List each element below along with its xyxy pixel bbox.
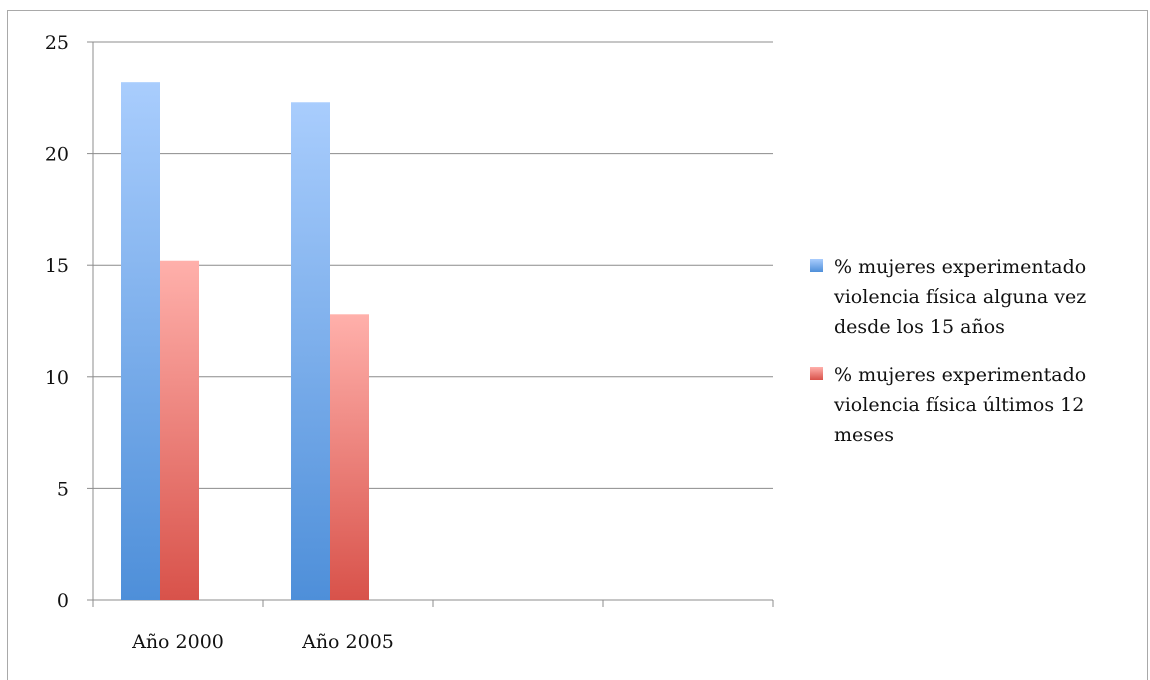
y-tick-label-3: 15 <box>45 255 69 277</box>
legend-item-series-2: % mujeres experimentado violencia física… <box>810 360 1140 450</box>
legend-swatch-series-1 <box>810 259 823 272</box>
legend-label-series-1: % mujeres experimentado violencia física… <box>834 256 1087 338</box>
y-tick-label-2: 10 <box>45 367 69 389</box>
bar-series-2-cat-1 <box>160 260 199 600</box>
y-tick-label-1: 5 <box>57 478 69 500</box>
legend-swatch-series-2 <box>810 367 823 380</box>
legend-label-series-2: % mujeres experimentado violencia física… <box>834 364 1087 446</box>
bar-series-1-cat-1 <box>121 82 160 600</box>
legend-item-series-1: % mujeres experimentado violencia física… <box>810 252 1140 342</box>
bar-series-1-cat-2 <box>291 102 330 600</box>
chart-frame <box>7 10 1148 680</box>
x-tick-label-1: Año 2005 <box>301 631 394 653</box>
legend: % mujeres experimentado violencia física… <box>810 252 1140 468</box>
y-axis: 0 5 10 15 20 25 <box>45 32 94 612</box>
bars <box>121 82 369 600</box>
gridlines <box>93 41 773 601</box>
y-tick-label-4: 20 <box>45 144 69 166</box>
y-tick-label-0: 0 <box>57 590 69 612</box>
bar-series-2-cat-2 <box>330 314 369 600</box>
x-tick-label-0: Año 2000 <box>131 631 224 653</box>
y-tick-label-5: 25 <box>45 32 69 54</box>
x-axis: Año 2000 Año 2005 <box>92 600 774 653</box>
